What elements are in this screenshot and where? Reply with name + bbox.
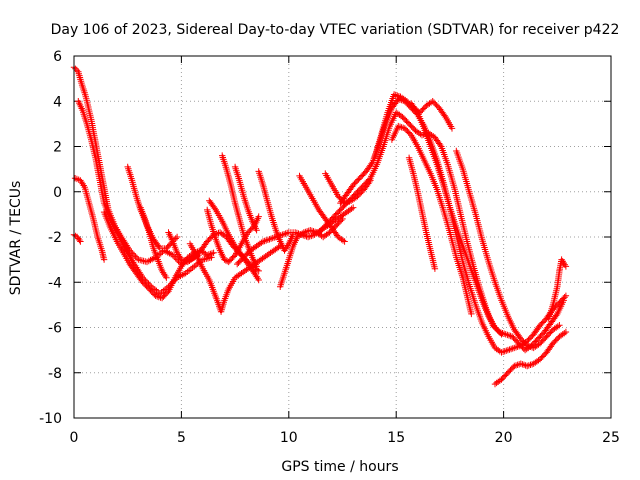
series-track-2 [75,98,215,297]
y-tick-label: -8 [48,366,62,382]
series-track-13 [231,163,260,234]
x-axis-title: GPS time / hours [281,459,398,475]
series-track-23 [408,100,505,338]
data-point-marks [231,163,260,234]
x-tick-label: 15 [387,430,405,446]
y-tick-label: -10 [39,411,62,427]
series-track-22 [388,122,475,318]
data-point-marks [388,122,475,318]
y-tick-label: 6 [53,49,62,65]
data-point-marks [545,256,570,322]
series-track-25 [453,147,563,352]
y-axis-title: SDTVAR / TECUs [8,181,24,296]
data-point-marks [277,215,346,290]
y-tick-label: 2 [53,140,62,156]
data-point-marks [206,197,262,284]
y-tick-label: 0 [53,185,62,201]
y-tick-label: -4 [48,275,62,291]
data-point-marks [315,109,567,354]
data-point-marks [70,231,84,245]
series-track-7 [137,204,170,281]
series-track-27 [545,256,570,322]
data-points [70,64,570,388]
tick-labels: 0 5 10 15 20 25 -10 -8 -6 -4 -2 0 2 4 6 [39,49,620,446]
y-tick-label: -6 [48,321,62,337]
series-track-26 [491,328,570,388]
data-point-marks [491,328,570,388]
x-tick-label: 10 [280,430,298,446]
series-track-19 [322,170,374,207]
data-point-marks [219,152,260,270]
x-tick-label: 20 [495,430,513,446]
series-track-12 [219,152,260,270]
data-point-marks [405,154,439,272]
data-point-marks [408,100,505,338]
data-point-marks [322,170,374,207]
data-point-marks [71,175,108,263]
x-tick-label: 25 [602,430,620,446]
series-track-3 [71,175,108,263]
y-tick-label: 4 [53,94,62,110]
series-track-24 [405,154,439,272]
data-point-marks [453,147,563,352]
plot-frame [73,55,612,419]
series-track-16 [277,215,346,290]
data-point-marks [75,98,215,297]
series-track-11 [206,197,262,284]
y-tick-label: -2 [48,230,62,246]
data-point-marks [137,204,170,281]
series-track-18 [315,109,567,354]
grid [74,56,611,418]
chart-title: Day 106 of 2023, Sidereal Day-to-day VTE… [51,22,620,38]
series-track-4 [70,231,84,245]
x-tick-label: 5 [177,430,186,446]
x-tick-label: 0 [70,430,79,446]
